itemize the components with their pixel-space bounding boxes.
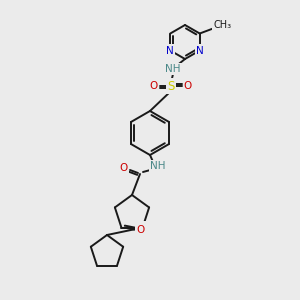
Text: N: N — [167, 46, 174, 56]
Text: O: O — [136, 225, 145, 235]
Text: O: O — [120, 163, 128, 173]
Text: NH: NH — [150, 161, 166, 171]
Text: N: N — [139, 223, 146, 232]
Text: NH: NH — [165, 64, 181, 74]
Text: O: O — [150, 81, 158, 91]
Text: N: N — [196, 46, 204, 56]
Text: O: O — [184, 81, 192, 91]
Text: S: S — [167, 80, 175, 92]
Text: CH₃: CH₃ — [214, 20, 232, 31]
